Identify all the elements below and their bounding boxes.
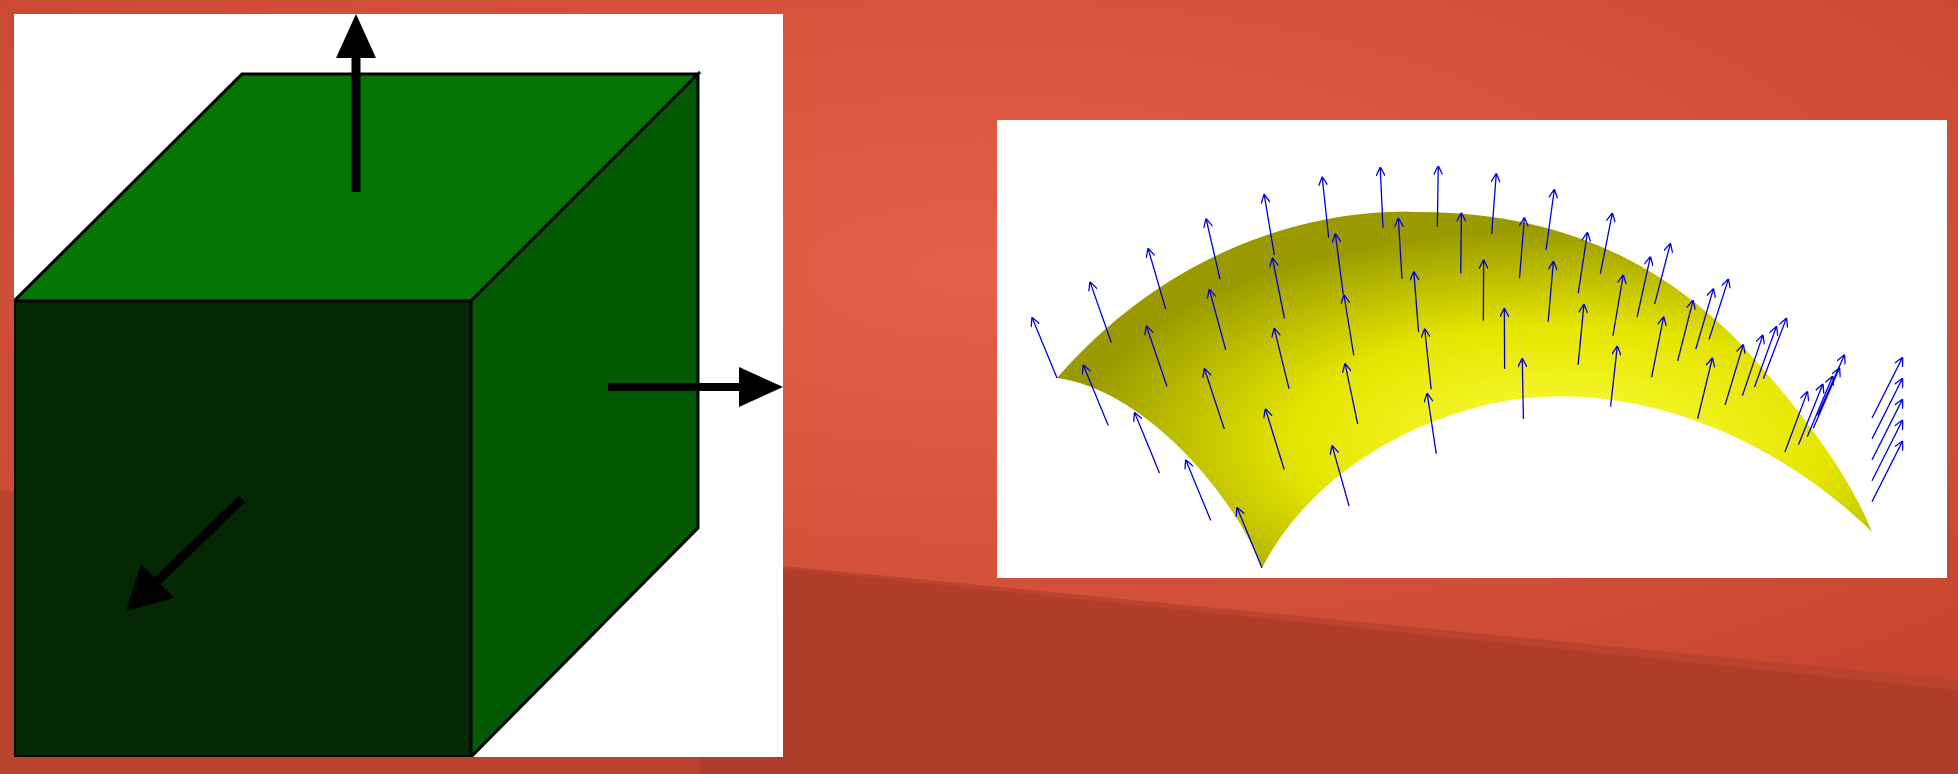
normal-vector (1084, 366, 1109, 426)
normal-vector (1609, 347, 1618, 407)
normal-vector (1636, 257, 1650, 318)
normal-vector (1425, 329, 1432, 390)
normal-vector (1650, 317, 1664, 378)
normal-vector (1797, 385, 1823, 445)
normal-vector (1577, 305, 1584, 365)
cube-front-face (14, 299, 473, 757)
normal-vector (1762, 319, 1786, 379)
normal-vector (1135, 413, 1161, 474)
normal-vector (1186, 461, 1212, 521)
normal-vector (1654, 244, 1671, 305)
normal-vector (1784, 392, 1807, 453)
normal-vector (1753, 327, 1777, 388)
normal-vector (1612, 276, 1623, 336)
normal-vector (1817, 355, 1845, 416)
normal-vector (1724, 345, 1743, 406)
side-normal-arrow (608, 367, 783, 407)
normal-vector (1427, 394, 1437, 454)
top-normal-arrow (336, 14, 376, 192)
surface-normals-figure (997, 120, 1947, 578)
normal-vector (1522, 359, 1523, 420)
normal-vector (1264, 195, 1275, 256)
normal-vector (1871, 379, 1902, 440)
normal-vector (1708, 280, 1728, 340)
normal-vector (1148, 249, 1167, 310)
normal-vector (1398, 219, 1402, 279)
normal-vector (1205, 369, 1225, 430)
normal-vector (1547, 262, 1553, 322)
normal-vector (1599, 214, 1612, 274)
normal-vector (1345, 364, 1359, 425)
normal-vector (1545, 190, 1554, 251)
normal-vector (1577, 233, 1587, 294)
normal-vector (1871, 442, 1902, 502)
normal-vector (1491, 174, 1497, 235)
normal-vector (1344, 296, 1355, 356)
normal-vector (1741, 336, 1762, 396)
normal-vector (1032, 318, 1058, 379)
normal-vector (1322, 178, 1330, 238)
normal-vector (1332, 446, 1350, 507)
cube-normals-figure (14, 14, 783, 757)
curved-surface (1057, 211, 1872, 568)
normal-vector (1871, 358, 1902, 419)
normal-vector-field (1032, 167, 1902, 569)
normal-vector (1871, 421, 1902, 482)
normal-vector (1695, 289, 1714, 350)
normal-vector (1812, 368, 1839, 429)
normal-vector (1335, 234, 1344, 295)
normal-vector (1206, 219, 1221, 280)
normal-vector (1461, 213, 1462, 274)
normal-vector (1272, 259, 1286, 319)
normal-vector (1274, 329, 1290, 389)
front-normal-arrow (126, 495, 246, 611)
normal-vector (1677, 301, 1693, 362)
normal-vector (1871, 400, 1902, 461)
normal-vector (1806, 377, 1832, 437)
normal-vector (1266, 410, 1285, 470)
normal-vector (1414, 272, 1420, 333)
normal-vector (1146, 326, 1168, 387)
normal-vector (1437, 167, 1438, 227)
lower-band-dark (700, 560, 1958, 774)
normal-vector (1237, 508, 1263, 569)
normal-vector (1518, 218, 1525, 279)
normal-vector (1090, 283, 1112, 343)
normal-vector (1209, 290, 1227, 351)
normal-vector (1380, 168, 1383, 228)
normal-vector (1697, 359, 1713, 419)
